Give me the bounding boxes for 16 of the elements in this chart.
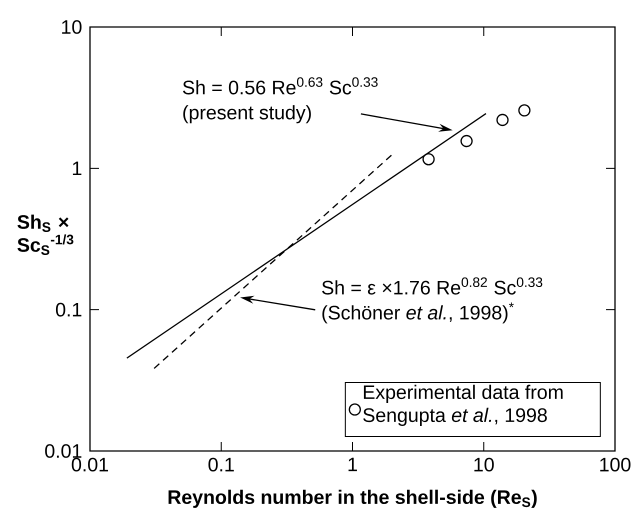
annotation: Sh = ε ×1.76 Re$^{0.82}$ Sc$^{0.33}$ bbox=[322, 277, 542, 295]
x-tick-label: 1 bbox=[348, 458, 357, 472]
annotation: Sh = 0.56 Re$^{0.63}$ Sc$^{0.33}$ bbox=[182, 77, 378, 94]
x-tick-label: 0.1 bbox=[208, 458, 234, 472]
y-axis-title: Sh$_{S}$ × Sc$_{S}$-1/3 bbox=[17, 214, 74, 255]
annotation: (present study) bbox=[183, 105, 311, 124]
x-tick-label: 10 bbox=[474, 458, 494, 472]
x-tick-label: 0.01 bbox=[72, 458, 108, 472]
y-tick-label: 10 bbox=[62, 20, 82, 34]
x-tick-label: 100 bbox=[600, 458, 630, 472]
y-tick-label: 0.1 bbox=[56, 302, 82, 317]
annotation: (Schöner et al., 1998)$^{*}$ bbox=[322, 302, 514, 324]
x-axis-title: Reynolds number in the shell-side (Re$_{S}$) bbox=[168, 490, 537, 508]
legend-label: Experimental data from Sengupta et al., 1998 bbox=[363, 384, 563, 426]
y-tick-label: 1 bbox=[72, 162, 82, 176]
y-tick-label: 0.01 bbox=[45, 444, 82, 458]
